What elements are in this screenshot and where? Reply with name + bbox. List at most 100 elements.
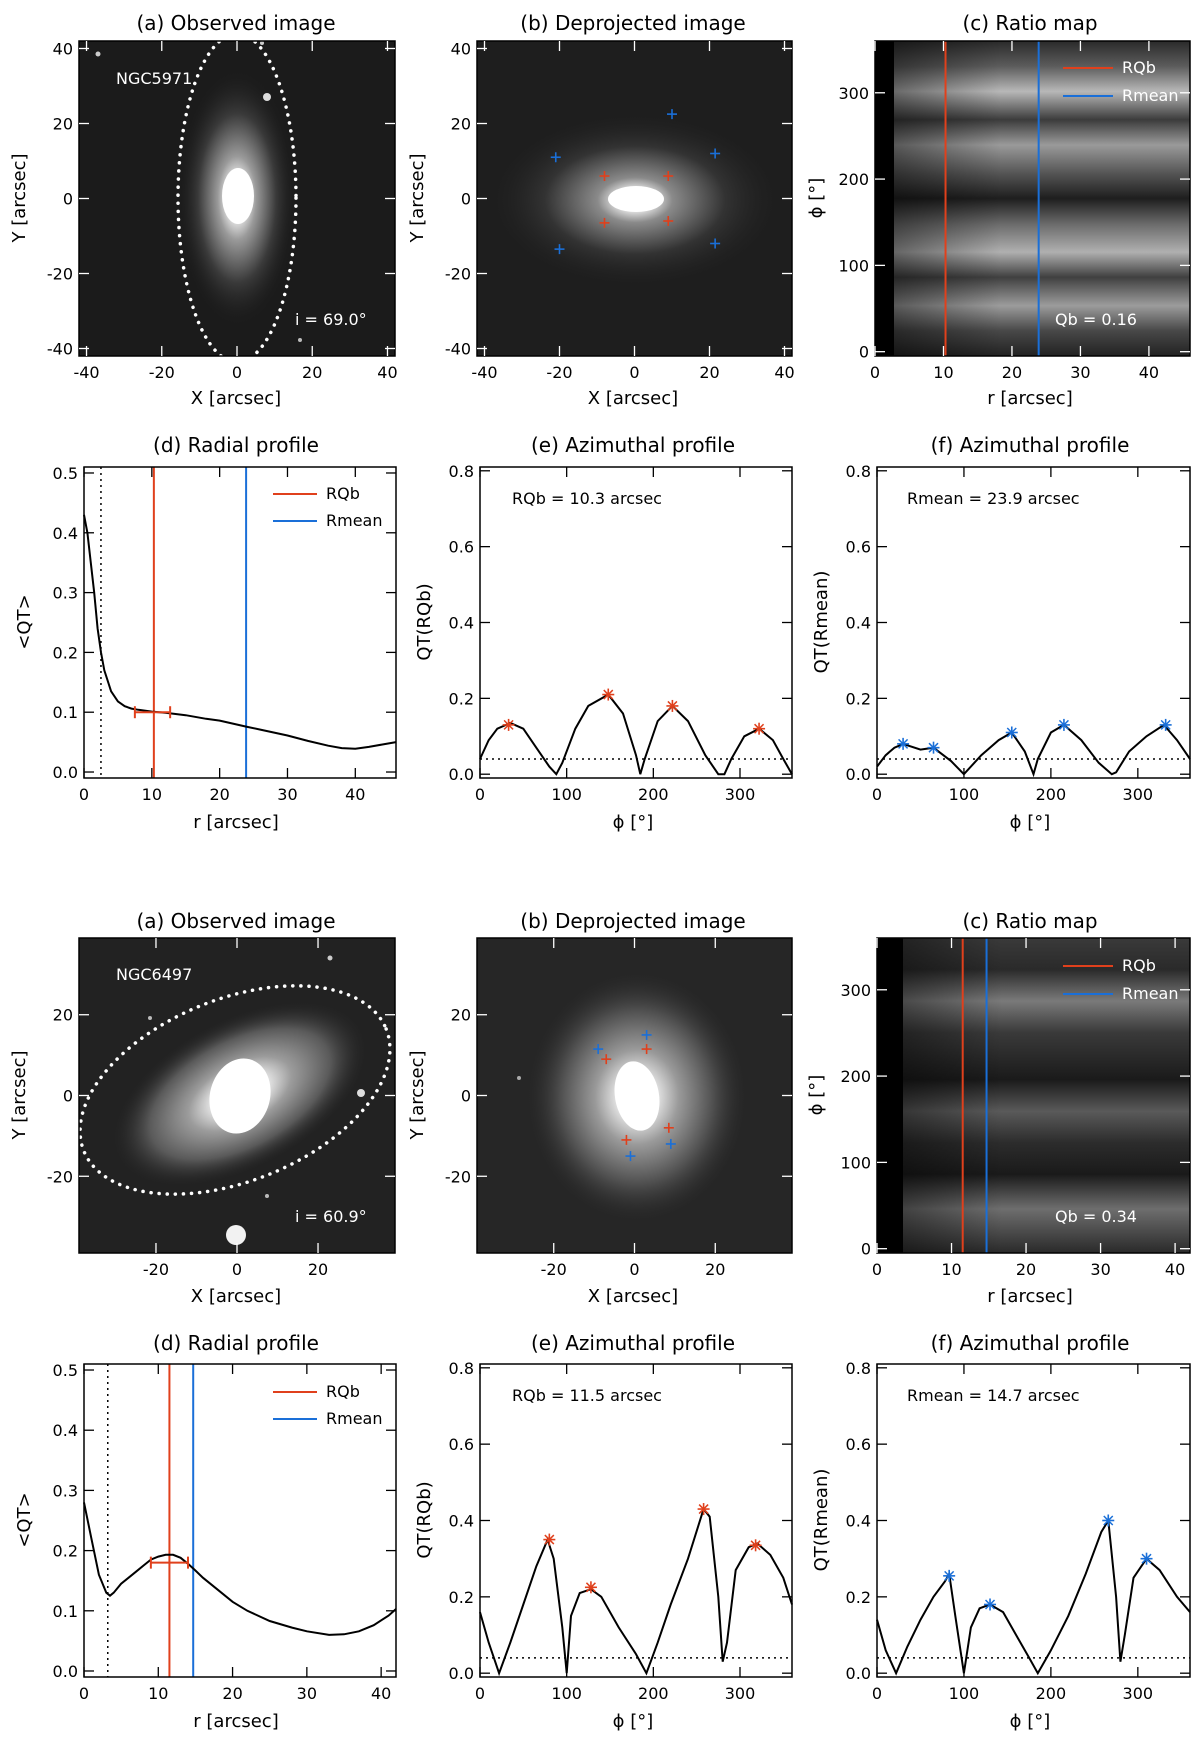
y-tick-label: 0.0 [846, 1664, 871, 1683]
legend-rmean-label: Rmean [1122, 984, 1179, 1003]
x-tick-label: 100 [949, 785, 980, 804]
rqb-value: RQb = 11.5 arcsec [512, 1386, 662, 1405]
axes-2b: -20 0 20 -20 0 20 [445, 937, 793, 1279]
legend-rmean-label: Rmean [326, 511, 383, 530]
galaxy-core [209, 1058, 271, 1134]
x-tick-label: 20 [308, 1260, 328, 1279]
y-tick-label: 0.2 [846, 689, 871, 708]
legend-rqb-label: RQb [326, 1382, 360, 1401]
x-tick-label: -40 [471, 363, 497, 382]
x-tick-label: 40 [1139, 363, 1159, 382]
axes-2a: -20 0 20 -20 0 20 [47, 937, 396, 1279]
y-tick-label: 20 [53, 1006, 73, 1025]
foreground-star [260, 41, 264, 45]
panel-title: (c) Ratio map [962, 11, 1097, 35]
profile-group [83, 1364, 397, 1677]
x-tick-label: 0 [870, 363, 880, 382]
profile-group [876, 1514, 1191, 1676]
axes-2d: 0 10 20 30 40 0.0 0.1 0.2 0.3 0.4 0.5 [53, 1361, 397, 1703]
marker-star-d2 [603, 689, 614, 700]
y-axis-label: QT(Rmean) [811, 1469, 832, 1572]
y-axis-label: <QT> [14, 594, 35, 649]
panel-2a: (a) Observed image NGC6497 i = 60.9° -20… [9, 909, 396, 1307]
marker-group [550, 109, 721, 255]
x-tick-label: 10 [148, 1684, 168, 1703]
y-tick-label: 0.0 [846, 765, 871, 784]
y-axis-label: Y [arcsec] [9, 153, 30, 243]
x-tick-label: 10 [941, 1260, 961, 1279]
y-tick-label: -40 [445, 340, 471, 359]
x-tick-label: 0 [629, 363, 639, 382]
x-axis-label: r [arcsec] [987, 388, 1072, 409]
y-tick-label: 0.3 [53, 1481, 78, 1500]
x-tick-label: 0 [232, 363, 242, 382]
panel-1e: (e) Azimuthal profile RQb = 10.3 arcsec … [414, 433, 793, 833]
foreground-star [265, 1194, 269, 1198]
rqb-value: RQb = 10.3 arcsec [512, 489, 662, 508]
marker-star-d2 [503, 719, 514, 730]
panel-2c: (c) Ratio map RQb Rmean Qb = 0.34 0 10 20 3… [806, 909, 1191, 1307]
y-tick-label: 0 [63, 190, 73, 209]
galaxy-name: NGC5971 [116, 69, 192, 88]
y-tick-label: -20 [445, 1167, 471, 1186]
y-tick-label: 0.2 [53, 643, 78, 662]
x-tick-label: 10 [142, 785, 162, 804]
panel-title: (d) Radial profile [153, 433, 319, 457]
x-tick-label: 0 [872, 785, 882, 804]
y-axis-label: ϕ [°] [806, 1075, 827, 1116]
y-tick-label: -20 [47, 1167, 73, 1186]
marker-star-d2 [898, 738, 909, 749]
y-tick-label: 0 [461, 1087, 471, 1106]
marker-star-d2 [754, 723, 765, 734]
axes-2e: 0 100 200 300 0.0 0.2 0.4 0.6 0.8 [449, 1359, 793, 1703]
panel-1a: (a) Observed image NGC5971 i = 69.0° -40… [9, 11, 398, 409]
y-tick-label: 0.0 [449, 765, 474, 784]
x-tick-label: 20 [1002, 363, 1022, 382]
legend-rqb-label: RQb [326, 484, 360, 503]
panel-title: (a) Observed image [136, 11, 335, 35]
axes-frame [83, 1363, 397, 1678]
foreground-star [95, 51, 101, 57]
profile-curve [479, 1506, 793, 1677]
y-tick-label: 200 [840, 1067, 871, 1086]
x-axis-label: ϕ [°] [613, 1711, 654, 1732]
profile-curve [876, 723, 1191, 778]
y-tick-label: 0.5 [53, 464, 78, 483]
galaxy-core [608, 186, 664, 212]
x-tick-label: 0 [79, 785, 89, 804]
y-tick-label: 0.4 [53, 524, 78, 543]
legend-rqb-label: RQb [1122, 58, 1156, 77]
x-axis-label: X [arcsec] [588, 388, 678, 409]
x-tick-label: 40 [377, 363, 397, 382]
x-axis-label: r [arcsec] [193, 1711, 278, 1732]
x-tick-label: 0 [475, 1684, 485, 1703]
x-tick-label: -20 [546, 363, 572, 382]
y-tick-label: 0.1 [53, 703, 78, 722]
radius-lines [944, 41, 1040, 356]
y-tick-label: 0.4 [449, 1512, 474, 1531]
x-tick-label: 10 [933, 363, 953, 382]
axes-frame [876, 937, 1191, 1254]
panel-title: (e) Azimuthal profile [531, 1331, 735, 1355]
x-tick-label: 20 [699, 363, 719, 382]
panel-title: (e) Azimuthal profile [531, 433, 735, 457]
x-tick-label: 20 [209, 785, 229, 804]
x-axis-label: ϕ [°] [613, 812, 654, 833]
x-tick-label: 200 [638, 785, 669, 804]
plot-background [480, 1364, 792, 1677]
x-tick-label: 0 [79, 1684, 89, 1703]
isophote-ellipse [176, 32, 298, 364]
y-axis-label: Y [arcsec] [9, 1050, 30, 1140]
panel-title: (a) Observed image [136, 909, 335, 933]
panel-1c: (c) Ratio map RQb Rmean Qb = 0.16 0 10 20 3… [806, 11, 1191, 409]
y-tick-label: 0 [461, 190, 471, 209]
foreground-star [148, 1016, 152, 1020]
y-axis-label: ϕ [°] [806, 178, 827, 219]
x-tick-label: 30 [1090, 1260, 1110, 1279]
x-tick-label: 20 [705, 1260, 725, 1279]
axes-2f: 0 100 200 300 0.0 0.2 0.4 0.6 0.8 [846, 1359, 1191, 1703]
x-tick-label: 20 [302, 363, 322, 382]
marker-star-d2 [698, 1504, 709, 1515]
isophote-ellipse [78, 984, 392, 1196]
